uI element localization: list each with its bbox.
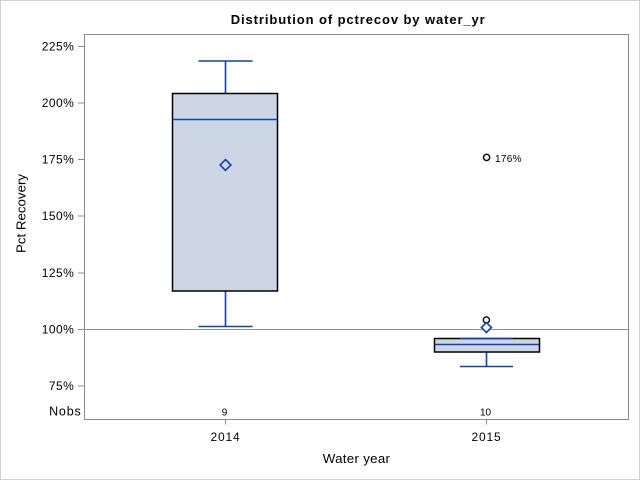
svg-text:Water year: Water year [323,451,391,466]
svg-text:10: 10 [480,408,492,419]
svg-text:Distribution of pctrecov by wa: Distribution of pctrecov by water_yr [231,12,486,27]
svg-text:2014: 2014 [210,430,240,444]
svg-text:75%: 75% [49,379,74,393]
svg-text:100%: 100% [42,323,74,337]
svg-text:200%: 200% [42,96,74,110]
svg-text:9: 9 [222,408,228,419]
svg-text:175%: 175% [42,153,74,167]
svg-text:125%: 125% [42,266,74,280]
svg-text:Nobs: Nobs [49,405,81,419]
svg-text:Pct Recovery: Pct Recovery [14,174,29,253]
svg-text:225%: 225% [42,40,74,54]
svg-text:176%: 176% [495,154,522,165]
svg-text:2015: 2015 [471,430,501,444]
svg-text:150%: 150% [42,209,74,223]
